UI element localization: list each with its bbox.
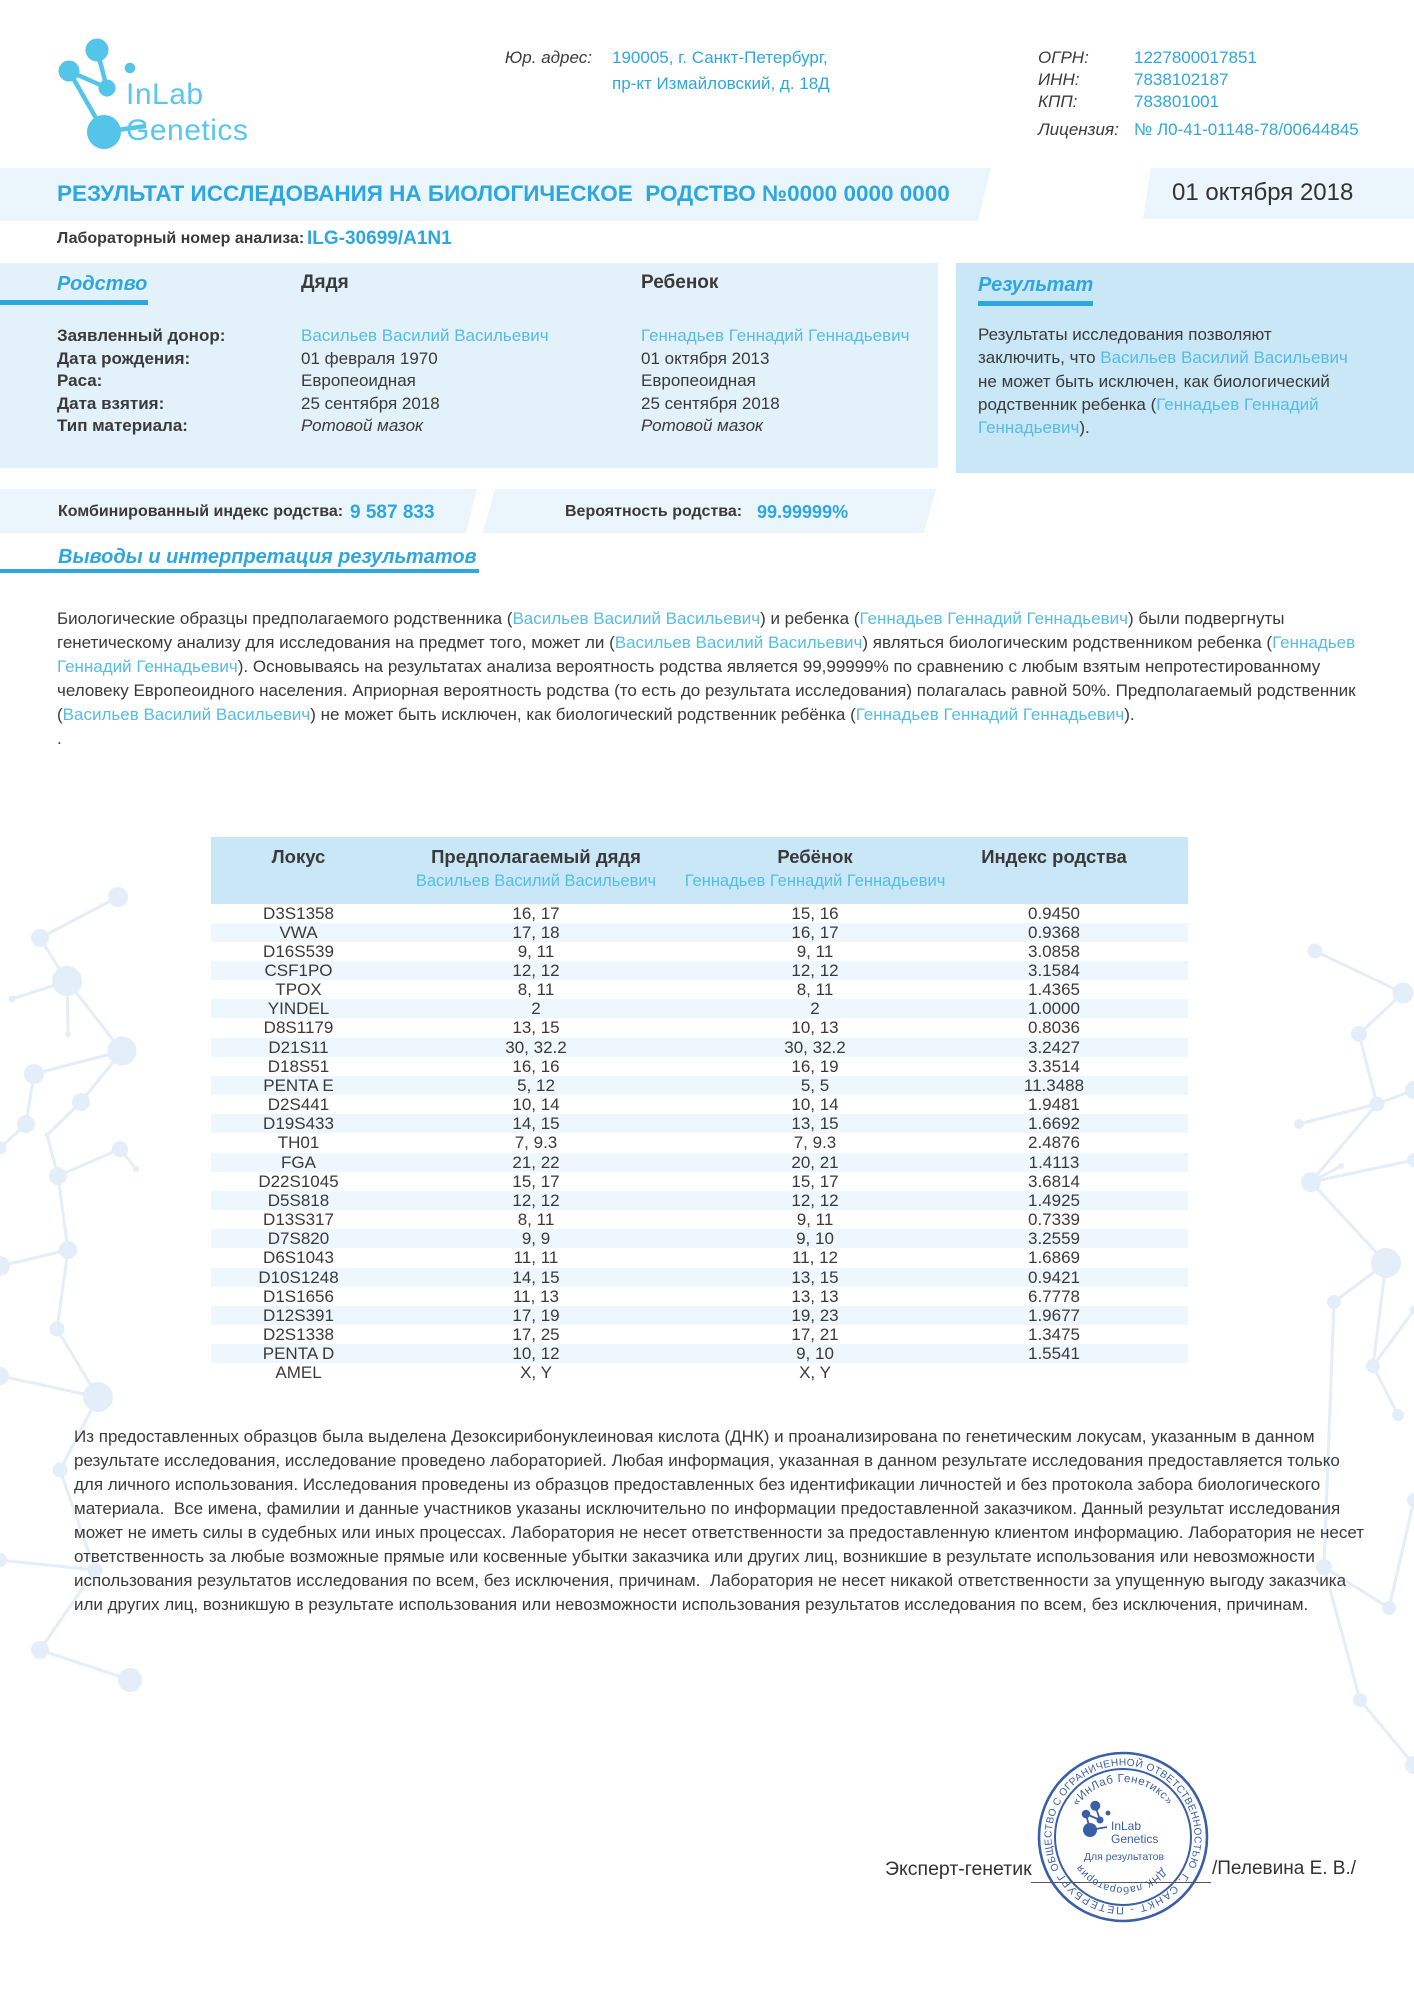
- svg-text:Для результатов: Для результатов: [1084, 1851, 1165, 1863]
- svg-text:Genetics: Genetics: [1111, 1832, 1158, 1846]
- svg-text:InLab: InLab: [1111, 1819, 1141, 1833]
- svg-text:Г. САНКТ - ПЕТЕРБУРГ: Г. САНКТ - ПЕТЕРБУРГ: [1054, 1870, 1190, 1916]
- svg-text:ДНК лаборатория: ДНК лаборатория: [1074, 1862, 1169, 1896]
- svg-text:Genetics: Genetics: [126, 114, 248, 147]
- svg-text:InLab: InLab: [126, 78, 204, 111]
